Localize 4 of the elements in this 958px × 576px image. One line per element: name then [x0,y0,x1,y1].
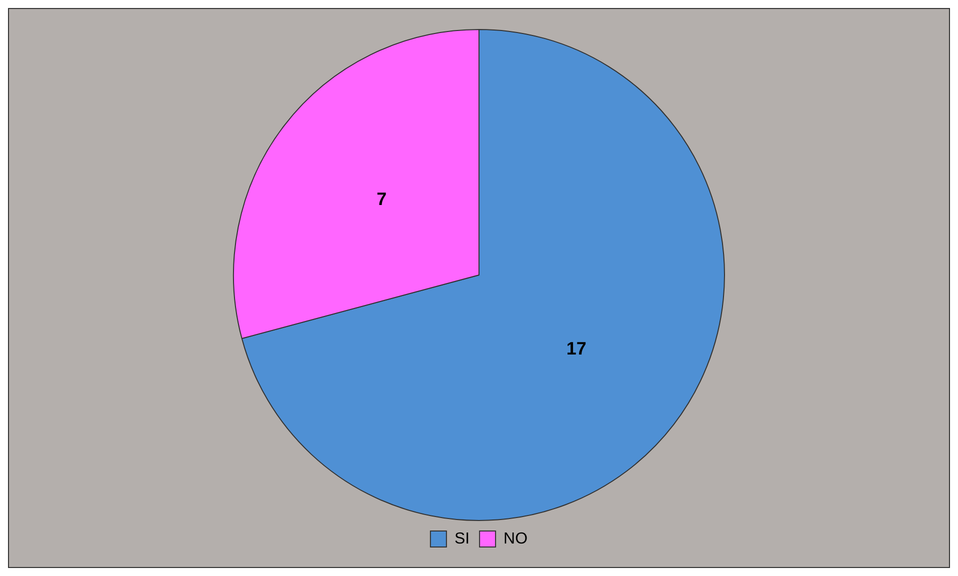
legend-label: SI [454,530,470,548]
data-label: 17 [566,338,586,359]
legend-label: NO [504,530,528,548]
data-label: 7 [376,189,387,210]
